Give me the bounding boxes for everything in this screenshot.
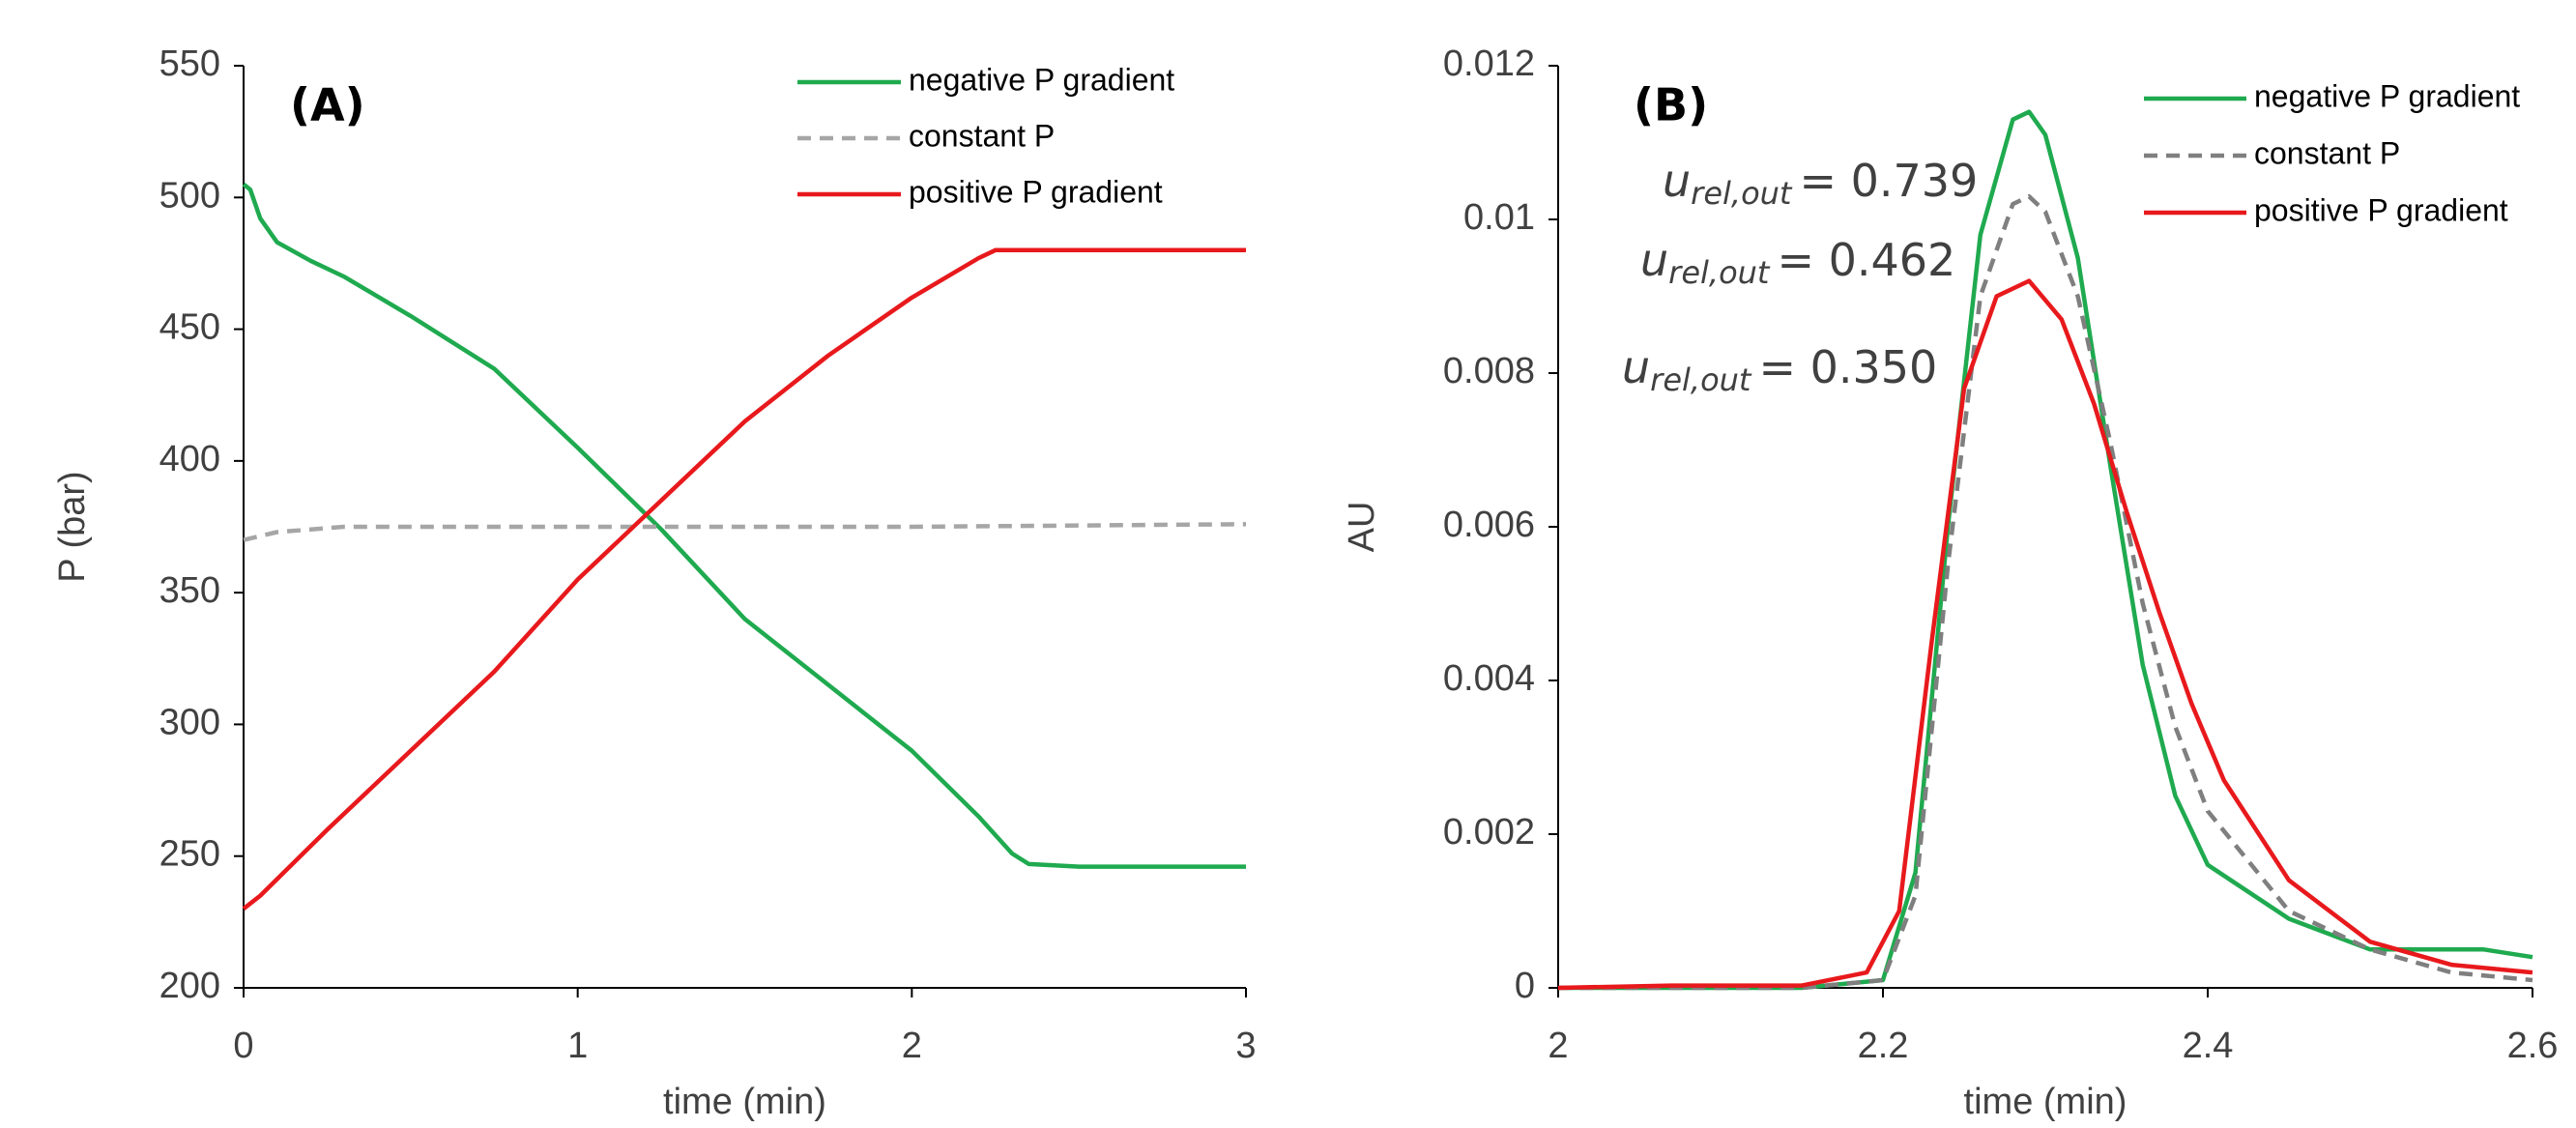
- legend-label: negative P gradient: [909, 62, 1174, 97]
- annotation-subscript: rel,out: [1650, 362, 1752, 398]
- x-tick-label: 3: [1235, 1026, 1256, 1066]
- annotation-value: = 0.350: [1758, 341, 1937, 393]
- y-tick-label: 0.012: [1443, 43, 1535, 84]
- y-tick-label: 550: [159, 43, 220, 84]
- x-tick-label: 2.6: [2507, 1026, 2559, 1066]
- y-tick-label: 0.004: [1443, 658, 1535, 699]
- y-tick-label: 500: [159, 175, 220, 216]
- annotation: urel,out = 0.462: [1640, 234, 1955, 292]
- annotation-value: = 0.462: [1777, 234, 1955, 286]
- data-line: [242, 247, 1246, 911]
- x-axis-title: time (min): [663, 1082, 826, 1122]
- y-tick-label: 0.01: [1463, 197, 1535, 238]
- data-line: [1558, 109, 2533, 991]
- legend-label: constant P: [909, 118, 1055, 153]
- data-line: [242, 182, 1246, 869]
- x-tick-label: 2: [902, 1026, 922, 1066]
- y-tick-label: 300: [159, 702, 220, 742]
- y-tick-label: 0.002: [1443, 812, 1535, 853]
- y-tick-label: 250: [159, 834, 220, 875]
- x-tick-label: 0: [233, 1026, 253, 1066]
- x-tick-label: 2: [1548, 1026, 1568, 1066]
- x-tick-label: 2.4: [2183, 1026, 2234, 1066]
- y-tick-label: 350: [159, 570, 220, 611]
- data-line: [243, 522, 1247, 542]
- annotation: urel,out = 0.739: [1663, 155, 1978, 213]
- data-line: [1558, 193, 2533, 991]
- y-tick-label: 0.006: [1443, 505, 1535, 545]
- y-tick-label: 0: [1515, 966, 1535, 1006]
- y-axis-title: AU: [1342, 502, 1382, 553]
- y-tick-label: 200: [159, 966, 220, 1006]
- panel-title: (A): [290, 79, 365, 131]
- legend-label: positive P gradient: [909, 174, 1163, 209]
- legend-label: positive P gradient: [2254, 192, 2508, 227]
- y-tick-label: 450: [159, 307, 220, 348]
- x-tick-label: 2.2: [1858, 1026, 1909, 1066]
- annotation-symbol: u: [1622, 341, 1650, 393]
- annotation: urel,out = 0.350: [1622, 341, 1937, 399]
- x-axis-title: time (min): [1964, 1082, 2127, 1122]
- y-tick-label: 0.008: [1443, 351, 1535, 391]
- y-axis-title: P (bar): [52, 471, 93, 582]
- annotation-subscript: rel,out: [1668, 254, 1771, 291]
- legend-label: negative P gradient: [2254, 78, 2520, 113]
- annotation-symbol: u: [1640, 234, 1668, 286]
- data-line: [1557, 278, 2533, 991]
- x-tick-label: 1: [567, 1026, 588, 1066]
- panel-title: (B): [1634, 79, 1708, 131]
- annotation-value: = 0.739: [1799, 155, 1978, 207]
- y-tick-label: 400: [159, 439, 220, 479]
- legend-label: constant P: [2254, 135, 2400, 170]
- annotation-symbol: u: [1663, 155, 1691, 207]
- annotation-subscript: rel,out: [1691, 175, 1793, 212]
